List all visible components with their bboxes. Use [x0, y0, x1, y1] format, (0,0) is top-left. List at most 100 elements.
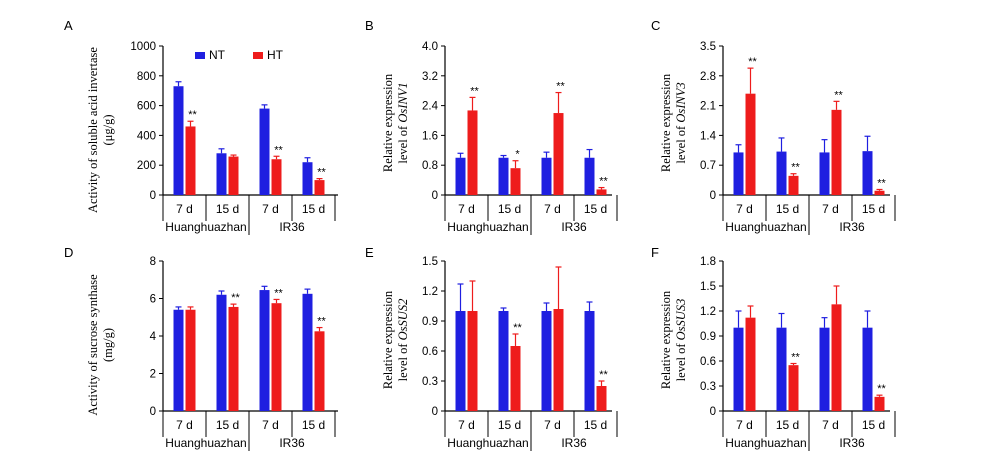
category-label: 15 d: [302, 418, 325, 432]
y-axis-title-line: level of OsINV1: [396, 82, 410, 163]
bar-ht: [745, 317, 756, 411]
y-tick-label: 1.5: [700, 281, 716, 293]
y-tick-label: 1.2: [422, 286, 438, 298]
bar-ht: [271, 303, 282, 411]
category-label: 15 d: [584, 418, 607, 432]
bar-nt: [776, 151, 787, 195]
significance-mark: **: [274, 144, 283, 156]
y-tick-label: 4: [150, 331, 157, 343]
bar-ht: [788, 365, 799, 411]
bar-ht: [596, 189, 607, 195]
bar-nt: [584, 311, 595, 411]
category-label: 15 d: [216, 202, 239, 216]
bar-nt: [216, 294, 227, 411]
bar-nt: [584, 157, 595, 195]
y-axis-title-line: Activity of soluble acid invertase: [86, 47, 100, 213]
significance-mark: **: [513, 322, 522, 334]
y-tick-label: 2.1: [700, 101, 716, 113]
bar-nt: [455, 157, 466, 195]
significance-mark: **: [834, 89, 843, 101]
y-axis-title: Relative expressionlevel of OsINV3: [659, 73, 688, 172]
category-label: 7 d: [544, 418, 561, 432]
bar-ht: [467, 311, 478, 411]
significance-mark: *: [515, 149, 520, 161]
y-tick-label: 2: [150, 369, 156, 381]
category-label: 7 d: [736, 418, 753, 432]
significance-mark: **: [188, 109, 197, 121]
bar-nt: [541, 157, 552, 195]
bar-ht: [510, 346, 521, 411]
panel-label: B: [365, 18, 374, 33]
bar-nt: [173, 86, 184, 195]
y-axis-title-line: (mg/g): [101, 328, 115, 362]
bar-nt: [819, 152, 830, 195]
y-axis-title: Activity of sucrose synthase(mg/g): [86, 274, 115, 416]
y-tick-label: 2.4: [422, 101, 439, 113]
y-axis-title-line: level of OsINV3: [674, 82, 688, 163]
group-label: Huanghuazhan: [447, 220, 528, 234]
bar-ht: [314, 331, 325, 411]
panel-C: C 0 0.7 1.4 2.1 2.8 3.5 Relative expressionleve…: [651, 18, 896, 235]
y-tick-label: 1.6: [422, 130, 438, 142]
bar-ht: [185, 309, 196, 411]
category-label: 7 d: [822, 202, 839, 216]
y-tick-label: 1.2: [700, 306, 716, 318]
category-label: 15 d: [776, 418, 799, 432]
y-tick-label: 1.4: [700, 130, 717, 142]
category-label: 15 d: [302, 202, 325, 216]
y-tick-label: 0: [710, 190, 716, 202]
bar-nt: [173, 309, 184, 411]
significance-mark: **: [791, 162, 800, 174]
y-tick-label: 8: [150, 256, 156, 268]
category-label: 15 d: [498, 418, 521, 432]
y-tick-label: 0: [150, 406, 156, 418]
y-axis-title: Activity of soluble acid invertase(μg/g): [86, 47, 115, 213]
y-tick-label: 4.0: [422, 41, 438, 53]
y-tick-label: 1.5: [422, 256, 438, 268]
significance-mark: **: [599, 176, 608, 188]
category-label: 15 d: [862, 418, 885, 432]
y-tick-label: 0.9: [422, 316, 438, 328]
group-label: IR36: [279, 436, 305, 450]
y-tick-label: 0: [432, 406, 438, 418]
bar-nt: [259, 108, 270, 195]
bar-ht: [831, 304, 842, 411]
panel-F: F 0 0.3 0.6 0.9 1.2 1.5 1.8 Relative expressionl…: [651, 245, 896, 451]
legend-label: NT: [209, 48, 226, 62]
category-label: 7 d: [544, 202, 561, 216]
y-tick-label: 0.3: [422, 376, 438, 388]
panel-label: C: [651, 18, 660, 33]
group-label: IR36: [279, 220, 305, 234]
y-axis-title-line: Relative expression: [659, 290, 673, 389]
bar-nt: [819, 327, 830, 411]
category-label: 15 d: [498, 202, 521, 216]
gene-name: OsSUS3: [674, 299, 688, 341]
y-axis-title-line: Relative expression: [659, 73, 673, 172]
category-label: 7 d: [262, 202, 279, 216]
bar-ht: [553, 309, 564, 411]
group-label: Huanghuazhan: [447, 436, 528, 450]
group-label: IR36: [839, 436, 865, 450]
significance-mark: **: [317, 167, 326, 179]
significance-mark: **: [599, 369, 608, 381]
y-axis-title: Relative expressionlevel of OsSUS2: [381, 290, 410, 389]
bar-ht: [874, 190, 885, 195]
category-label: 7 d: [822, 418, 839, 432]
bar-nt: [498, 157, 509, 195]
panel-E: E 0 0.3 0.6 0.9 1.2 1.5 Relative expressionleve…: [365, 245, 618, 451]
legend-label: HT: [267, 48, 284, 62]
category-label: 7 d: [458, 202, 475, 216]
bar-nt: [259, 290, 270, 411]
bar-ht: [228, 306, 239, 411]
bar-ht: [228, 156, 239, 195]
bar-nt: [455, 311, 466, 411]
category-label: 15 d: [216, 418, 239, 432]
significance-mark: **: [748, 56, 757, 68]
bar-nt: [216, 153, 227, 195]
panel-label: F: [651, 245, 659, 260]
bar-ht: [271, 159, 282, 195]
legend-swatch: [253, 52, 263, 59]
panel-label: D: [64, 245, 73, 260]
bar-nt: [498, 311, 509, 411]
